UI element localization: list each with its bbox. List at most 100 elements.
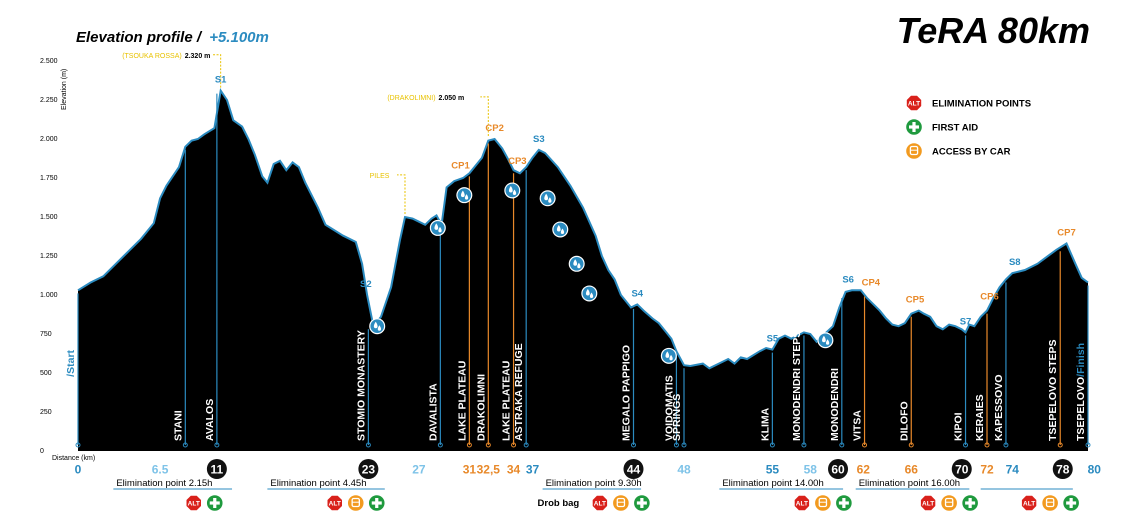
waypoint-dot bbox=[963, 442, 969, 448]
subtitle-gain: +5.100m bbox=[209, 29, 269, 46]
waypoint-name-text: STANI bbox=[172, 410, 184, 441]
distance-label: 6.5 bbox=[152, 463, 169, 477]
waypoint-name-text: LAKE PLATEAU bbox=[456, 361, 468, 441]
waypoint-name-text: SPRINGS bbox=[671, 394, 683, 441]
service-text: Elimination point 4.45h bbox=[270, 478, 366, 489]
waypoint-name: KERAIES bbox=[974, 394, 986, 441]
distance-label: 11 bbox=[211, 463, 224, 477]
car-disc bbox=[347, 495, 364, 511]
water-drop-icon bbox=[504, 182, 521, 199]
alt-icon: ALT bbox=[327, 495, 342, 511]
waypoint-dot bbox=[681, 442, 687, 448]
alt-octagon bbox=[1021, 495, 1037, 511]
distance-label: 0 bbox=[75, 463, 82, 477]
waypoint-name: STANI bbox=[172, 410, 184, 441]
waypoint-suffix: /Finish bbox=[1075, 343, 1087, 377]
distance-label: 48 bbox=[677, 463, 691, 477]
waypoint-name: DAVALISTA bbox=[427, 383, 439, 441]
service-group: Drob bag ALT bbox=[538, 495, 650, 511]
alt-icon: ALT bbox=[920, 495, 936, 511]
waypoint-name-text: VITSA bbox=[852, 410, 864, 441]
alt-icon-text: ALT bbox=[329, 500, 341, 507]
distance-label: 37 bbox=[526, 463, 540, 477]
station-label: CP4 bbox=[862, 277, 881, 288]
aid-cross-h bbox=[909, 125, 919, 129]
waypoint-dot bbox=[862, 442, 868, 448]
aid-cross-h bbox=[209, 501, 220, 505]
y-tick-label: 0 bbox=[40, 448, 44, 455]
alt-icon-text: ALT bbox=[594, 500, 606, 507]
drop-shape bbox=[585, 288, 590, 296]
water-drop-icon bbox=[456, 187, 473, 204]
waypoint-name-text: MEGALO PAPPIGO bbox=[621, 345, 633, 441]
drop-shape bbox=[434, 223, 439, 230]
waypoint-name: TSEPELOVO/Finish bbox=[1075, 343, 1087, 441]
drop-shape bbox=[665, 351, 670, 358]
waypoint-name: TSEPELOVO/Start bbox=[65, 349, 77, 441]
drop-shape bbox=[548, 197, 552, 203]
station-label: S7 bbox=[960, 316, 972, 327]
station-label: CP1 bbox=[451, 160, 470, 171]
drop-shape bbox=[544, 193, 549, 201]
waypoint-name: SPRINGS bbox=[671, 394, 683, 441]
station-label: S8 bbox=[1009, 257, 1021, 268]
waypoint-name: LAKE PLATEAU bbox=[456, 361, 468, 441]
car-access-icon bbox=[1042, 495, 1058, 511]
waypoint-dot bbox=[511, 442, 517, 448]
alt-octagon bbox=[592, 495, 608, 511]
alt-icon-text: ALT bbox=[922, 500, 934, 507]
peak-callout: (DRAKOLIMNI) 2.050 m bbox=[387, 95, 464, 102]
peak-elevation: 2.050 m bbox=[439, 95, 465, 102]
waypoint-name-text: DAVALISTA bbox=[427, 383, 439, 441]
station-label: CP7 bbox=[1057, 228, 1075, 239]
waypoint-dot bbox=[673, 442, 679, 448]
waypoint-dot bbox=[214, 442, 220, 448]
waypoint-name: KIPOI bbox=[953, 412, 965, 441]
waypoint-name-text: VOIDOMATIS bbox=[663, 375, 675, 441]
waypoint-name: ASTRAKA REFUGE bbox=[513, 343, 525, 441]
waypoint-name: MONODENDRI STEPS bbox=[791, 331, 803, 441]
alt-icon: ALT bbox=[186, 495, 201, 511]
alt-icon: ALT bbox=[906, 95, 922, 111]
distance-label: 34 bbox=[507, 463, 521, 477]
drop-shape bbox=[573, 259, 578, 266]
distance-label: 72 bbox=[980, 463, 994, 477]
alt-icon: ALT bbox=[794, 495, 810, 511]
legend-label: FIRST AID bbox=[932, 123, 978, 134]
waypoint-dot bbox=[365, 442, 371, 448]
water-drop-icon bbox=[817, 332, 834, 349]
drop-shape bbox=[589, 292, 594, 298]
waypoint-name-text: AVALOS bbox=[204, 399, 216, 441]
drop-shape bbox=[438, 226, 442, 233]
station-label: S4 bbox=[631, 288, 643, 299]
alt-icon-text: ALT bbox=[908, 100, 920, 107]
y-tick-label: 2.500 bbox=[40, 58, 58, 65]
car-disc bbox=[815, 495, 831, 511]
waypoint-name-text: KLIMA bbox=[759, 407, 771, 441]
car-access-icon bbox=[815, 495, 831, 511]
water-drop-icon bbox=[581, 285, 598, 302]
alt-icon: ALT bbox=[592, 495, 608, 511]
y-tick-label: 1.500 bbox=[40, 214, 58, 221]
race-title: TeRA 80km bbox=[897, 10, 1090, 51]
waypoint-dot bbox=[631, 442, 636, 448]
distance-label: 31 bbox=[463, 463, 477, 477]
waypoint-name-text: KERAIES bbox=[974, 394, 986, 441]
waypoint-dot bbox=[466, 442, 472, 448]
y-tick-label: 750 bbox=[40, 331, 52, 338]
first-aid-icon bbox=[368, 495, 385, 511]
car-access-icon bbox=[941, 495, 957, 511]
y-tick-label: 1.000 bbox=[40, 292, 58, 299]
waypoint-name: DILOFO bbox=[898, 401, 910, 441]
drop-shape bbox=[822, 335, 826, 343]
distance-label: 78 bbox=[1056, 463, 1070, 477]
waypoint-name-text: KAPESSOVO bbox=[993, 374, 1005, 441]
distance-marker-circle bbox=[828, 459, 849, 479]
water-drop-icon bbox=[660, 347, 677, 364]
waypoint-name-text: TSEPELOVO bbox=[1075, 377, 1087, 441]
car-access-icon bbox=[906, 143, 922, 159]
station-label: CP3 bbox=[508, 156, 526, 167]
station-label: CP5 bbox=[906, 295, 925, 306]
waypoint-name-text: MONODENDRI STEPS bbox=[791, 331, 803, 441]
waypoint-name: AVALOS bbox=[204, 399, 216, 441]
